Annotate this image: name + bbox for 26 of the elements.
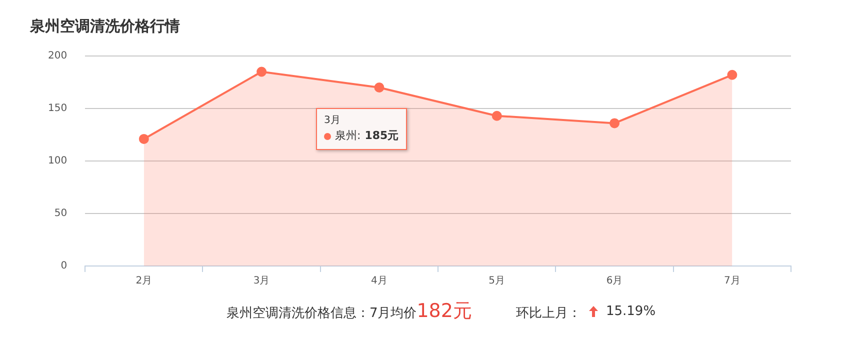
legend-label: 泉州 [335,128,357,144]
annotation: : [357,128,361,144]
x-tick-label: 7月 [724,276,740,287]
point [727,70,738,80]
point [610,118,620,128]
x-tick-label: 6月 [606,276,623,287]
x-tick-label: 2月 [136,276,152,287]
y-tick-label: 50 [54,208,68,220]
annotation: 3月 [324,114,342,128]
point [256,66,267,77]
chart-title: 泉州空调清洗价格行情 [29,16,180,35]
x-tick-label: 5月 [488,276,506,287]
x-tick-label: 4月 [371,276,388,287]
y-tick-label: 150 [48,103,68,114]
y-tick-label: 200 [48,50,68,62]
annotation: 185元 [364,128,399,144]
y-tick-label: 100 [48,156,68,167]
point [492,110,502,121]
text: 182元 [416,299,472,324]
y-tick-label: 0 [60,260,68,272]
x-tick-label: 3月 [253,276,270,287]
text: 15.19% [606,304,656,319]
text: 泉州空调清洗价格信息：7月均价 [226,305,417,322]
text: 环比上月： [516,305,581,322]
point [138,134,149,144]
point [374,82,384,92]
